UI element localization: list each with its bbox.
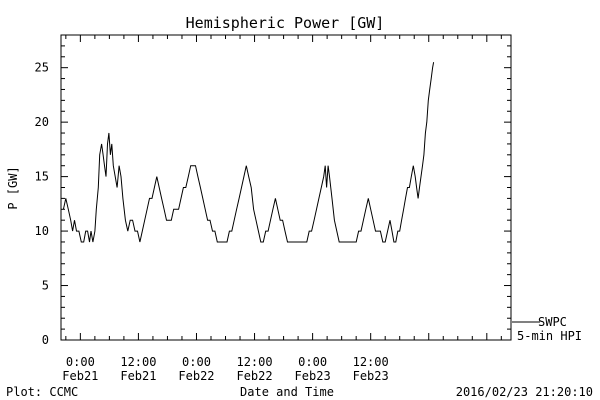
y-tick-label: 15 <box>35 170 49 184</box>
legend-label-line1: SWPC <box>538 315 567 329</box>
footer-plot-source: Plot: CCMC <box>6 385 78 399</box>
y-tick-label: 20 <box>35 115 49 129</box>
x-tick-label-time: 0:00 <box>182 355 211 369</box>
x-tick-label-time: 0:00 <box>66 355 95 369</box>
x-tick-label-date: Feb23 <box>295 369 331 383</box>
x-tick-label-date: Feb22 <box>236 369 272 383</box>
y-tick-label: 5 <box>42 279 49 293</box>
x-tick-label-time: 12:00 <box>353 355 389 369</box>
x-tick-label-time: 12:00 <box>120 355 156 369</box>
y-axis-label: P [GW] <box>6 166 20 209</box>
x-tick-label-date: Feb21 <box>62 369 98 383</box>
x-tick-label-time: 0:00 <box>298 355 327 369</box>
x-tick-label-time: 12:00 <box>236 355 272 369</box>
series-line-hpi <box>62 62 435 243</box>
x-tick-label-date: Feb22 <box>178 369 214 383</box>
y-tick-label: 0 <box>42 333 49 347</box>
y-tick-label: 25 <box>35 61 49 75</box>
x-axis: 0:00Feb2112:00Feb210:00Feb2212:00Feb220:… <box>62 35 502 383</box>
x-tick-label-date: Feb21 <box>120 369 156 383</box>
chart-title: Hemispheric Power [GW] <box>186 14 385 32</box>
plot-frame <box>60 34 512 341</box>
legend-label-line2: 5-min HPI <box>517 329 582 343</box>
y-tick-label: 10 <box>35 224 49 238</box>
y-axis: 0 5 10 15 20 25 <box>35 34 511 347</box>
footer-timestamp: 2016/02/23 21:20:10 <box>456 385 593 399</box>
x-axis-label: Date and Time <box>240 385 334 399</box>
x-tick-label-date: Feb23 <box>353 369 389 383</box>
